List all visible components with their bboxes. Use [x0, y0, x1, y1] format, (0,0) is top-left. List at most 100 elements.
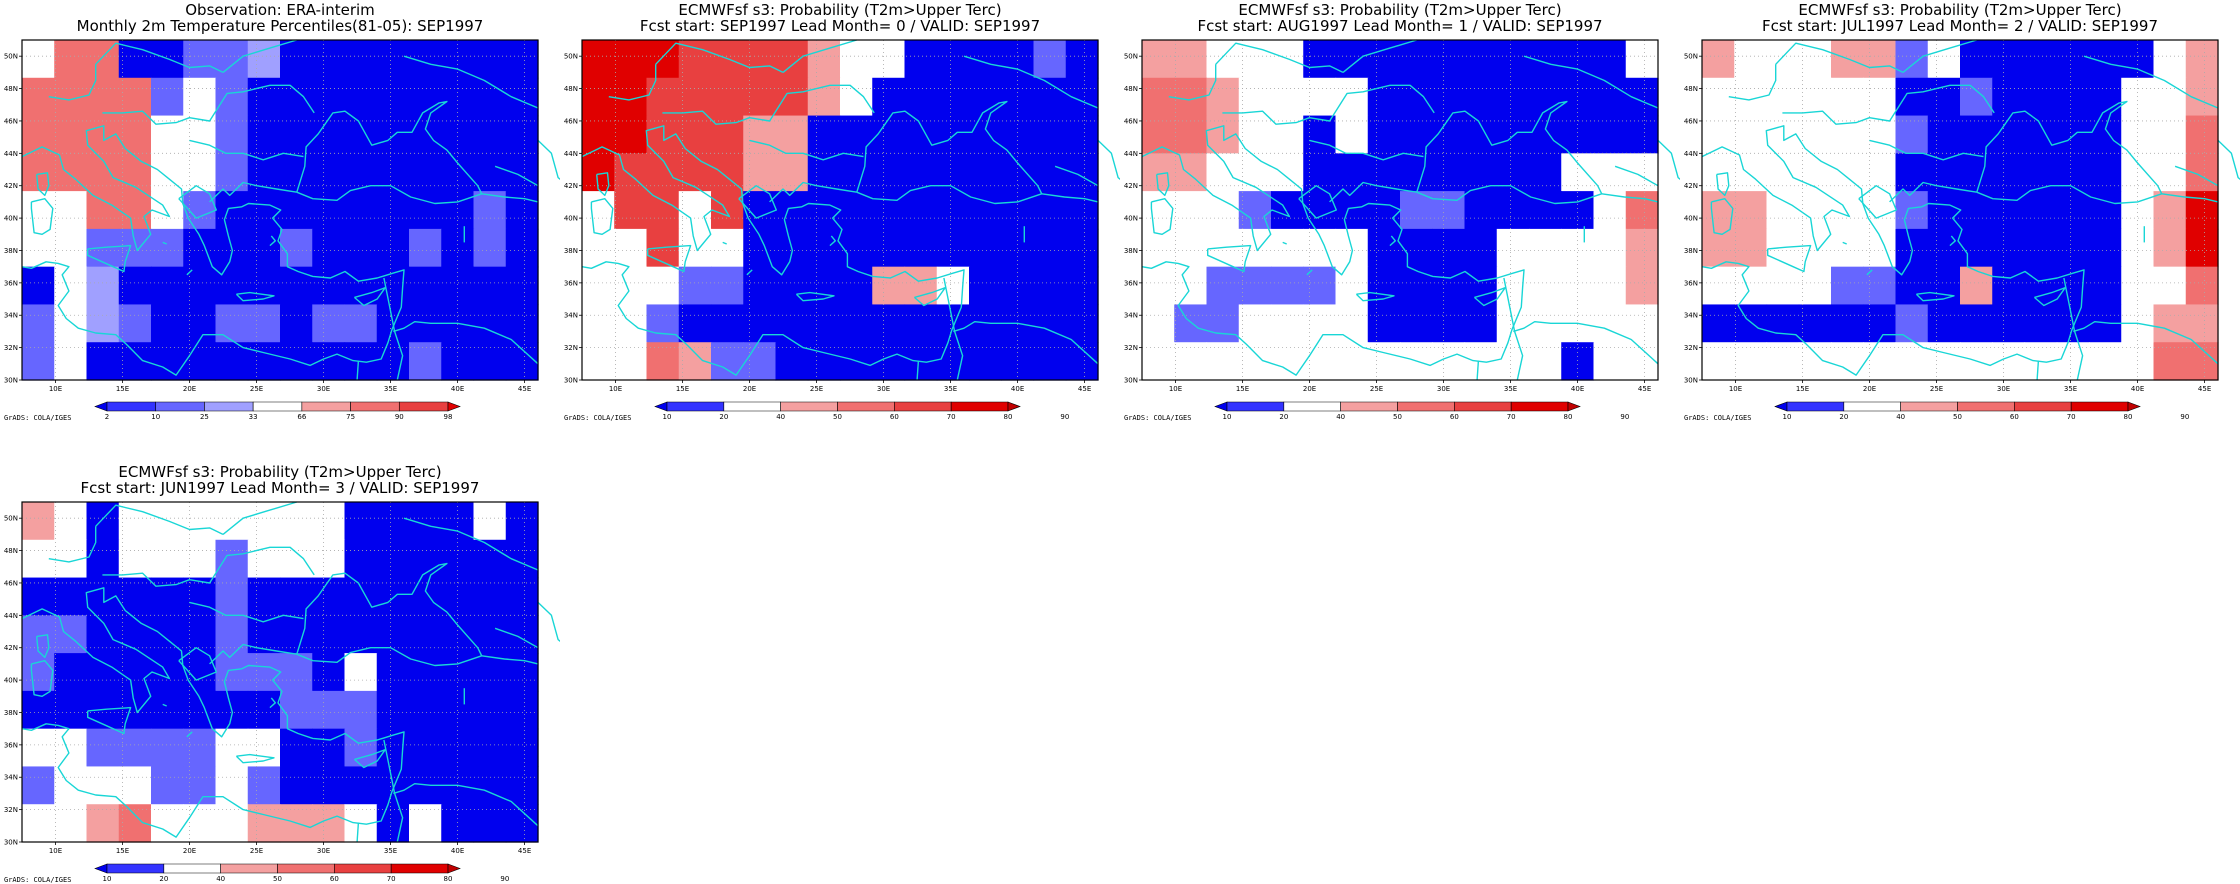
grid-cell: [711, 228, 744, 268]
x-tick-label: 40E: [2131, 385, 2144, 393]
grid-cell: [1895, 115, 1929, 154]
grid-cell: [1400, 115, 1433, 154]
grid-cell: [312, 766, 346, 805]
grid-cell: [1496, 77, 1530, 117]
coastline: [916, 360, 920, 381]
colorbar-label: 60: [890, 413, 899, 420]
colorbar: 10 20 40 50 60 70 80 90: [654, 401, 1069, 420]
grid-cell: [1496, 191, 1530, 230]
grid-cell: [1432, 40, 1466, 79]
grid-cell: [1734, 40, 1768, 79]
grid-cell: [1766, 191, 1800, 230]
coastline: [353, 749, 386, 769]
grid-cell: [1238, 77, 1272, 117]
panel-title: ECMWFsf s3: Probability (T2m>Upper Terc): [118, 463, 442, 481]
grid-cell: [1271, 228, 1304, 268]
coastline: [1156, 172, 1170, 197]
y-tick-label: 48N: [4, 547, 18, 555]
coastline: [222, 501, 298, 535]
grid-cell: [1464, 304, 1498, 343]
coastline: [356, 360, 360, 381]
colorbar: 10 20 40 50 60 70 80 90: [94, 863, 509, 882]
grid-cell: [969, 191, 1002, 230]
grid-cell: [409, 191, 442, 230]
grid-cell: [151, 228, 184, 268]
grid-cell: [904, 115, 938, 154]
grid-cell: [1798, 77, 1832, 117]
grid-cell: [1400, 77, 1433, 117]
grid-cell: [86, 728, 120, 768]
colorbar-label: 70: [2067, 413, 2076, 420]
x-tick-label: 10E: [49, 847, 62, 855]
grid-cell: [1831, 191, 1864, 230]
grid-cell: [1238, 153, 1272, 192]
colorbar-label: 60: [1450, 413, 1459, 420]
coastline: [1355, 291, 1395, 302]
grid-cell: [2024, 191, 2058, 230]
grid-cell: [2121, 40, 2155, 79]
colorbar-segment: [723, 401, 781, 412]
coastline: [48, 526, 97, 563]
grid-cell: [54, 502, 88, 541]
grid-cell: [344, 539, 378, 579]
grid-cell: [1529, 191, 1562, 230]
colorbar-segment: [1226, 401, 1285, 412]
x-tick-label: 30E: [877, 385, 890, 393]
grid-cell: [215, 766, 249, 805]
grid-cell: [872, 153, 906, 192]
grid-cell: [1271, 304, 1304, 343]
grid-cell: [711, 266, 744, 306]
x-tick-label: 45E: [2198, 385, 2211, 393]
grid-cell: [1174, 191, 1208, 230]
grid-cell: [1895, 191, 1929, 230]
grid-cell: [86, 266, 120, 306]
grid-cell: [151, 615, 184, 654]
y-tick-label: 42N: [4, 182, 18, 190]
grid-cell: [376, 115, 410, 154]
grid-cell: [1831, 228, 1864, 268]
grid-cell: [775, 266, 809, 306]
grid-cell: [86, 539, 120, 579]
coastlines: [21, 501, 560, 843]
grid-cell: [1702, 304, 1735, 343]
grid-cell: [312, 615, 346, 654]
grid-cell: [2024, 304, 2058, 343]
coastline: [481, 193, 539, 203]
grid-cell: [1702, 40, 1735, 79]
coastlines: [21, 39, 560, 381]
x-tick-label: 30E: [1437, 385, 1450, 393]
grid-cell: [1529, 153, 1562, 192]
grid-cell: [312, 728, 346, 768]
grid-cell: [969, 153, 1002, 192]
grid-cell: [86, 304, 120, 343]
grid-cell: [118, 228, 152, 268]
y-tick-label: 30N: [4, 377, 18, 385]
grid-cell: [1766, 40, 1800, 79]
coastline: [2036, 360, 2040, 381]
grid-cell: [1206, 342, 1240, 381]
grid-cell: [1831, 153, 1864, 192]
grid-cell: [183, 539, 217, 579]
grid-cell: [183, 266, 217, 306]
colorbar-segment: [1900, 401, 1958, 412]
grid-cell: [1065, 115, 1099, 154]
coastline: [189, 139, 304, 161]
y-tick-label: 30N: [564, 377, 578, 385]
grid-cell: [22, 304, 55, 343]
colorbar-label: 10: [103, 875, 112, 882]
grid-cell: [1303, 342, 1337, 381]
graticule: [1702, 40, 2218, 381]
grid-cell: [840, 266, 873, 306]
grid-cell: [646, 266, 680, 306]
grid-cell: [473, 304, 507, 343]
coastline: [1329, 181, 1417, 203]
grid-cell: [1927, 304, 1961, 343]
grid-cell: [711, 342, 744, 381]
colorbar-label: 90: [1620, 413, 1629, 420]
coastline: [1523, 55, 1659, 109]
grid-cell: [1400, 266, 1433, 306]
grid-cell: [1271, 342, 1304, 381]
colorbar-segment: [1510, 401, 1569, 412]
grid-cell: [2056, 342, 2090, 381]
grid-cell: [1206, 266, 1240, 306]
